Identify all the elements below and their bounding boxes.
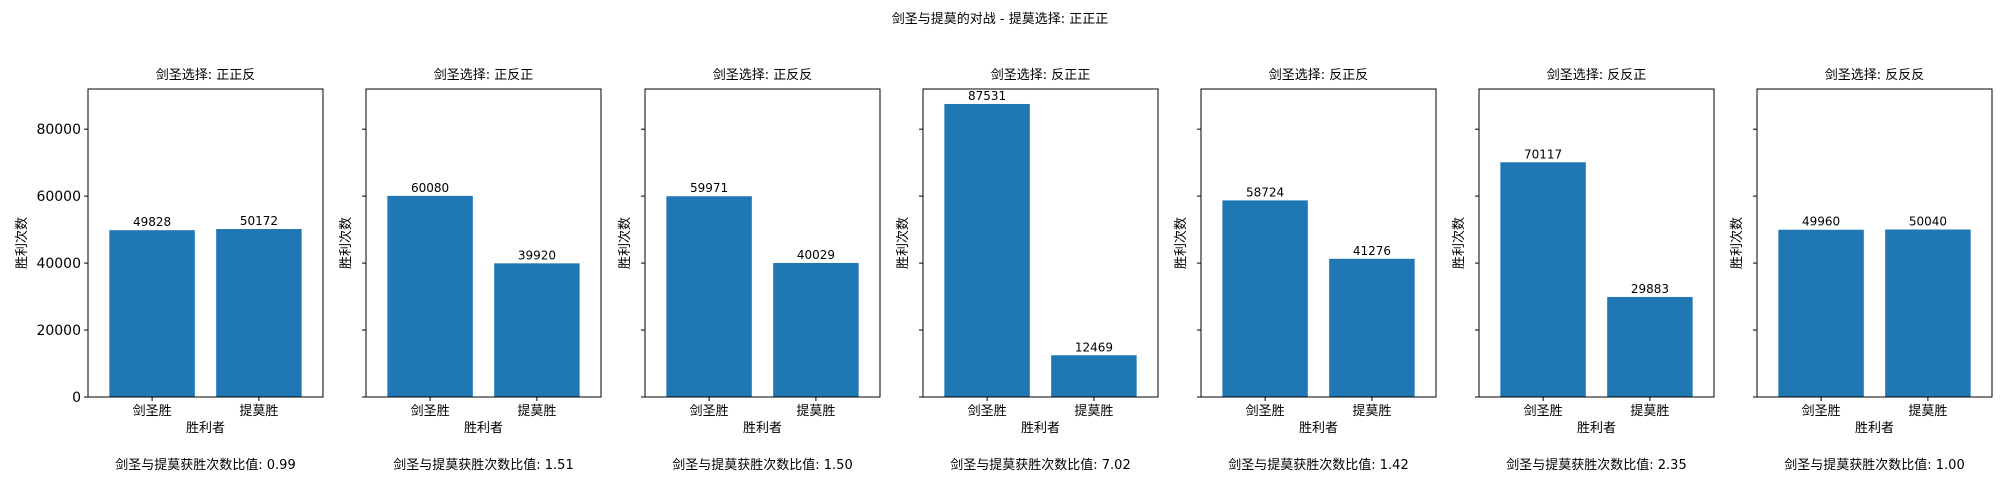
bar-2 [1607,296,1693,397]
ratio-annotation: 剑圣与提莫获胜次数比值: 1.51 [393,457,573,473]
y-axis-label: 胜利次数 [1729,217,1745,269]
y-axis-label: 胜利次数 [1451,217,1467,269]
x-axis-label: 胜利者 [1855,421,1894,436]
x-tick-label: 剑圣胜 [411,403,450,419]
x-axis-label: 胜利者 [1577,421,1616,436]
x-tick-label: 剑圣胜 [1524,403,1563,419]
bar-1 [1500,162,1586,397]
ratio-annotation: 剑圣与提莫获胜次数比值: 2.35 [1506,457,1686,473]
subplot-title: 剑圣选择: 正正反 [156,67,256,83]
axes-frame [87,88,324,398]
x-tick-label: 提莫胜 [1630,403,1669,419]
bar-value-label: 12469 [1075,340,1113,354]
figure-suptitle: 剑圣与提莫的对战 - 提莫选择: 正正正 [891,12,1109,27]
x-tick-label: 剑圣胜 [1246,403,1285,419]
subplot-7: 49960 剑圣胜 50040 提莫胜 剑圣选择: 反反反胜利次数胜利者剑圣与提莫获胜次… [1729,67,1993,473]
bar-value-label: 87531 [968,89,1006,103]
ratio-annotation: 剑圣与提莫获胜次数比值: 1.50 [672,457,852,473]
bar-2 [216,229,302,397]
bar-value-label: 50172 [240,214,278,228]
x-tick-label: 剑圣胜 [690,403,729,419]
y-tick-label: 40000 [36,256,81,272]
bar-2 [1329,258,1415,397]
bar-value-label: 41276 [1353,244,1391,258]
bar-value-label: 60080 [411,181,449,195]
bar-1 [666,196,752,397]
y-axis-label: 胜利次数 [14,217,30,269]
x-axis-label: 胜利者 [743,421,782,436]
axes-frame [365,88,602,398]
bar-1 [944,103,1030,398]
y-tick-label: 0 [72,390,81,406]
x-tick-label: 剑圣胜 [1802,403,1841,419]
subplot-title: 剑圣选择: 反正正 [991,67,1091,83]
x-tick-label: 提莫胜 [517,403,556,419]
y-axis-label: 胜利次数 [895,217,911,269]
ratio-annotation: 剑圣与提莫获胜次数比值: 1.42 [1228,457,1408,473]
y-axis-label: 胜利次数 [617,217,633,269]
bar-value-label: 58724 [1246,185,1284,199]
x-tick-label: 剑圣胜 [968,403,1007,419]
subplot-6: 70117 剑圣胜 29883 提莫胜 剑圣选择: 反反正胜利次数胜利者剑圣与提莫获胜次… [1451,67,1715,473]
subplot-4: 87531 剑圣胜 12469 提莫胜 剑圣选择: 反正正胜利次数胜利者剑圣与提莫获胜次… [895,67,1159,473]
bar-1 [387,195,473,397]
bar-value-label: 49828 [133,215,171,229]
x-axis-label: 胜利者 [1299,421,1338,436]
bar-2 [1051,355,1137,397]
axes-frame [922,88,1159,398]
subplot-title: 剑圣选择: 反正反 [1269,67,1369,83]
ratio-annotation: 剑圣与提莫获胜次数比值: 1.00 [1784,457,1964,473]
subplot-3: 59971 剑圣胜 40029 提莫胜 剑圣选择: 正反反胜利次数胜利者剑圣与提莫获胜次… [617,67,881,473]
bar-1 [1222,200,1308,397]
bar-value-label: 70117 [1524,147,1562,161]
bar-value-label: 29883 [1631,282,1669,296]
bar-2 [1885,229,1971,397]
x-tick-label: 提莫胜 [1352,403,1391,419]
x-axis-label: 胜利者 [186,421,225,436]
bar-2 [773,262,859,397]
axes-frame [1756,88,1993,398]
y-axis-label: 胜利次数 [1173,217,1189,269]
subplot-1: 49828 剑圣胜 50172 提莫胜 0 20000 40000 60000 80000 剑圣选… [14,67,324,473]
x-tick-label: 提莫胜 [1074,403,1113,419]
ratio-annotation: 剑圣与提莫获胜次数比值: 0.99 [115,457,295,473]
axes-frame [1200,88,1437,398]
bar-value-label: 50040 [1909,214,1947,228]
x-tick-label: 提莫胜 [239,403,278,419]
subplot-title: 剑圣选择: 正反正 [434,67,534,83]
bar-value-label: 40029 [797,248,835,262]
y-axis-label: 胜利次数 [338,217,354,269]
bar-value-label: 39920 [518,248,556,262]
bar-value-label: 49960 [1802,215,1840,229]
subplot-2: 60080 剑圣胜 39920 提莫胜 剑圣选择: 正反正胜利次数胜利者剑圣与提莫获胜次… [338,67,602,473]
x-axis-label: 胜利者 [464,421,503,436]
subplot-title: 剑圣选择: 反反正 [1547,67,1647,83]
bar-1 [1778,229,1864,397]
y-tick-label: 20000 [36,323,81,339]
subplot-title: 剑圣选择: 正反反 [713,67,813,83]
y-tick-label: 60000 [36,189,81,205]
y-tick-label: 80000 [36,122,81,138]
subplot-title: 剑圣选择: 反反反 [1825,67,1925,83]
axes-frame [644,88,881,398]
ratio-annotation: 剑圣与提莫获胜次数比值: 7.02 [950,457,1130,473]
x-tick-label: 剑圣胜 [133,403,172,419]
bar-2 [494,263,580,397]
bar-1 [109,230,195,397]
axes-frame [1478,88,1715,398]
x-tick-label: 提莫胜 [1908,403,1947,419]
x-tick-label: 提莫胜 [796,403,835,419]
x-axis-label: 胜利者 [1021,421,1060,436]
subplot-5: 58724 剑圣胜 41276 提莫胜 剑圣选择: 反正反胜利次数胜利者剑圣与提莫获胜次… [1173,67,1437,473]
bar-value-label: 59971 [690,181,728,195]
